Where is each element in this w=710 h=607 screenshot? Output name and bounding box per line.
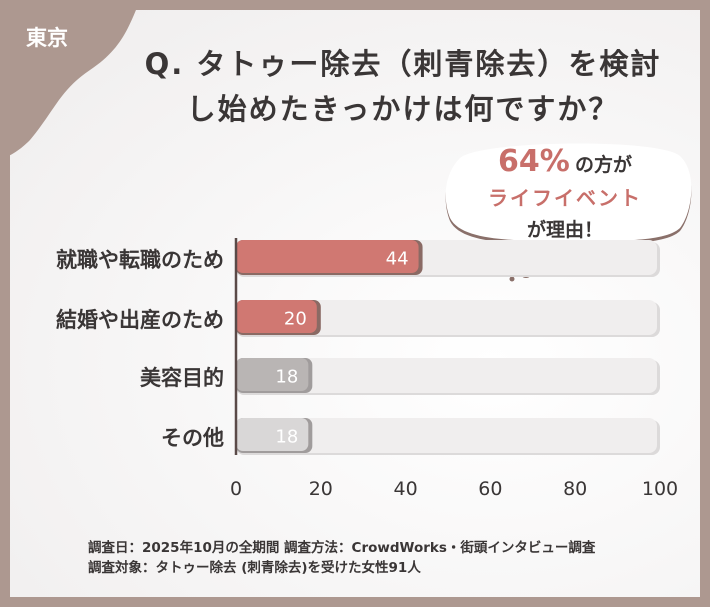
- category-label: 就職や転職のため: [56, 248, 224, 272]
- category-label: 美容目的: [140, 366, 224, 390]
- x-tick-label: 100: [641, 478, 679, 500]
- x-tick-label: 20: [308, 478, 333, 500]
- x-tick-label: 80: [563, 478, 588, 500]
- speech-bubble: [445, 143, 692, 282]
- callout-text: 64% の方が ライフイベント が理由！: [440, 146, 690, 246]
- title-line-1: Q. タトゥー除去（刺青除去）を検討: [144, 47, 662, 81]
- category-label: 結婚や出産のため: [56, 308, 224, 332]
- x-tick-label: 0: [229, 478, 243, 500]
- region-label: 東京: [26, 26, 68, 50]
- chart-title: Q. タトゥー除去（刺青除去）を検討 し始めたきっかけは何ですか？: [108, 42, 698, 132]
- title-line-2: し始めたきっかけは何ですか？: [186, 92, 620, 126]
- x-tick-label: 40: [393, 478, 418, 500]
- callout-text3: が理由！: [526, 219, 603, 241]
- callout-text2: ライフイベント: [488, 186, 642, 210]
- callout-percent: 64%: [498, 144, 570, 179]
- x-tick-label: 60: [478, 478, 503, 500]
- category-label: その他: [161, 426, 224, 450]
- footnote-2: 調査対象：タトゥー除去 (刺青除去)を受けた女性91人: [88, 560, 421, 576]
- callout-text1: の方が: [574, 154, 632, 176]
- corner-decoration: [0, 0, 140, 160]
- footnote-1: 調査日：2025年10月の全期間 調査方法：CrowdWorks・街頭インタビュ…: [88, 540, 596, 556]
